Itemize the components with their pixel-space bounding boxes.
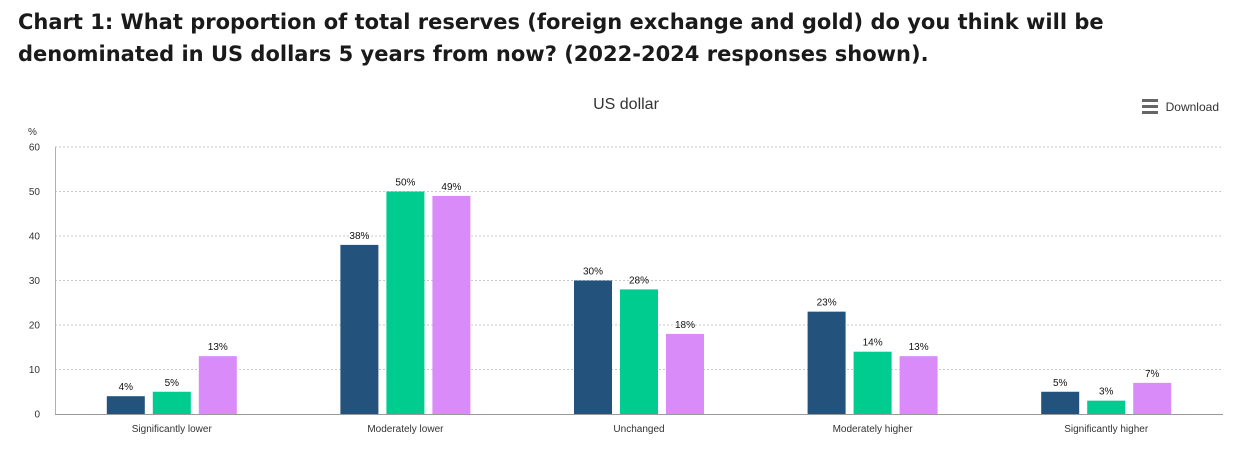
y-axis-ticks: 0 10 20 30 40 50 60 xyxy=(29,143,41,421)
bar-value-label: 23% xyxy=(817,298,837,309)
bar xyxy=(198,356,237,414)
y-tick-label: 50 xyxy=(29,187,41,198)
bar-value-label: 7% xyxy=(1145,369,1160,380)
bar xyxy=(853,351,892,414)
bar-value-label: 50% xyxy=(395,178,415,189)
bar-value-label: 18% xyxy=(675,320,695,331)
bar xyxy=(1087,400,1126,414)
bar-series xyxy=(106,191,1172,414)
y-tick-label: 40 xyxy=(29,232,41,243)
chart-title: US dollar xyxy=(593,96,659,113)
bar xyxy=(666,333,704,414)
bar xyxy=(152,391,191,414)
hamburger-menu-icon[interactable] xyxy=(1141,99,1158,114)
x-category-label: Moderately higher xyxy=(833,424,914,435)
y-tick-label: 60 xyxy=(29,143,41,154)
y-tick-label: 10 xyxy=(29,365,41,376)
bar-value-label: 14% xyxy=(863,338,883,349)
bar-value-label: 13% xyxy=(909,342,929,353)
bar-value-label: 4% xyxy=(119,382,134,393)
bar-value-label: 5% xyxy=(1053,378,1068,389)
y-axis-unit-label: % xyxy=(28,127,37,138)
y-tick-label: 0 xyxy=(34,410,40,421)
x-axis-categories: Significantly lower Moderately lower Uncha… xyxy=(132,424,1149,435)
y-tick-label: 30 xyxy=(29,276,41,287)
bar xyxy=(106,396,145,414)
bar-value-label: 30% xyxy=(583,267,603,278)
bar xyxy=(574,280,612,414)
bar-value-label: 49% xyxy=(441,182,461,193)
x-category-label: Unchanged xyxy=(613,424,664,435)
bar-value-label: 3% xyxy=(1099,387,1114,398)
bar xyxy=(899,356,938,414)
bar-value-label: 5% xyxy=(165,378,180,389)
chart-heading: Chart 1: What proportion of total reserv… xyxy=(18,10,1104,66)
download-button[interactable]: Download xyxy=(1141,99,1219,114)
bar xyxy=(340,244,379,414)
x-category-label: Moderately lower xyxy=(367,424,444,435)
bar xyxy=(1133,382,1172,414)
data-labels: 4% 5% 13% 38% 50% 49% 30% 28% 18% 23% 14% 13% 5% 3% 7% xyxy=(119,178,1160,398)
bar xyxy=(620,289,658,414)
bar-value-label: 13% xyxy=(208,342,228,353)
download-label: Download xyxy=(1165,99,1219,114)
x-category-label: Significantly higher xyxy=(1064,424,1149,435)
bar xyxy=(1041,391,1080,414)
x-category-label: Significantly lower xyxy=(132,424,213,435)
bar xyxy=(807,311,846,414)
gridlines xyxy=(55,146,1223,370)
bar xyxy=(386,191,425,414)
bar xyxy=(432,195,471,414)
bar-value-label: 38% xyxy=(349,231,369,242)
bar-value-label: 28% xyxy=(629,275,649,286)
y-tick-label: 20 xyxy=(29,321,41,332)
